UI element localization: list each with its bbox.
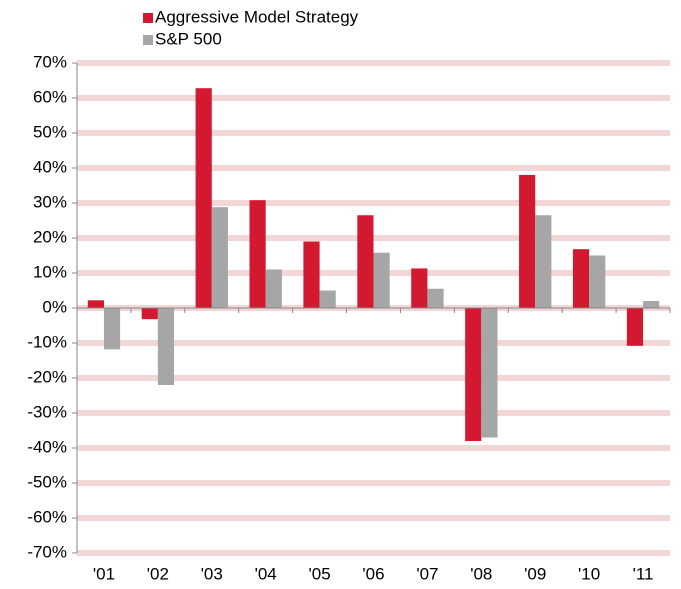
- bar: [87, 300, 104, 308]
- x-tick-label: '08: [470, 564, 492, 583]
- x-tick-label: '05: [309, 564, 331, 583]
- bar: [103, 308, 121, 350]
- legend-swatch: [143, 35, 153, 45]
- legend-label: Aggressive Model Strategy: [155, 7, 359, 26]
- bar: [357, 215, 374, 308]
- bar: [427, 288, 444, 308]
- y-tick-label: 40%: [33, 157, 67, 176]
- y-tick-label: 10%: [33, 262, 67, 281]
- y-tick-label: -40%: [27, 437, 67, 456]
- y-tick-label: 60%: [33, 87, 67, 106]
- bar: [465, 308, 482, 441]
- bar: [643, 301, 660, 308]
- bar: [141, 308, 158, 320]
- y-tick-label: -70%: [27, 542, 67, 561]
- bar: [195, 88, 212, 308]
- y-tick-label: -20%: [27, 367, 67, 386]
- x-tick-label: '11: [633, 564, 654, 583]
- x-tick-label: '03: [201, 564, 223, 583]
- x-tick-label: '06: [362, 564, 384, 583]
- x-tick-label: '07: [416, 564, 438, 583]
- bar: [157, 308, 175, 385]
- y-tick-label: 20%: [33, 227, 67, 246]
- bar: [626, 308, 644, 346]
- y-tick-label: -30%: [27, 402, 67, 421]
- bar: [519, 175, 536, 308]
- bar: [535, 215, 552, 308]
- bar: [319, 290, 336, 308]
- y-tick-label: -50%: [27, 472, 67, 491]
- bar: [411, 268, 428, 308]
- legend-swatch: [143, 13, 153, 23]
- bar: [211, 207, 228, 308]
- x-tick-label: '04: [255, 564, 277, 583]
- bar: [589, 255, 606, 308]
- x-tick-label: '09: [524, 564, 546, 583]
- legend-label: S&P 500: [155, 29, 222, 48]
- bar: [572, 249, 590, 308]
- y-tick-label: 70%: [33, 52, 67, 71]
- y-tick-label: 0%: [42, 297, 67, 316]
- y-tick-label: 30%: [33, 192, 67, 211]
- bar: [373, 252, 390, 308]
- y-tick-label: -60%: [27, 507, 67, 526]
- bar: [265, 269, 282, 308]
- bar: [303, 241, 320, 308]
- x-tick-label: '02: [147, 564, 169, 583]
- x-tick-label: '10: [578, 564, 600, 583]
- bar: [249, 200, 266, 308]
- y-tick-label: -10%: [27, 332, 67, 351]
- x-tick-label: '01: [93, 564, 115, 583]
- y-tick-label: 50%: [33, 122, 67, 141]
- bar: [481, 308, 498, 438]
